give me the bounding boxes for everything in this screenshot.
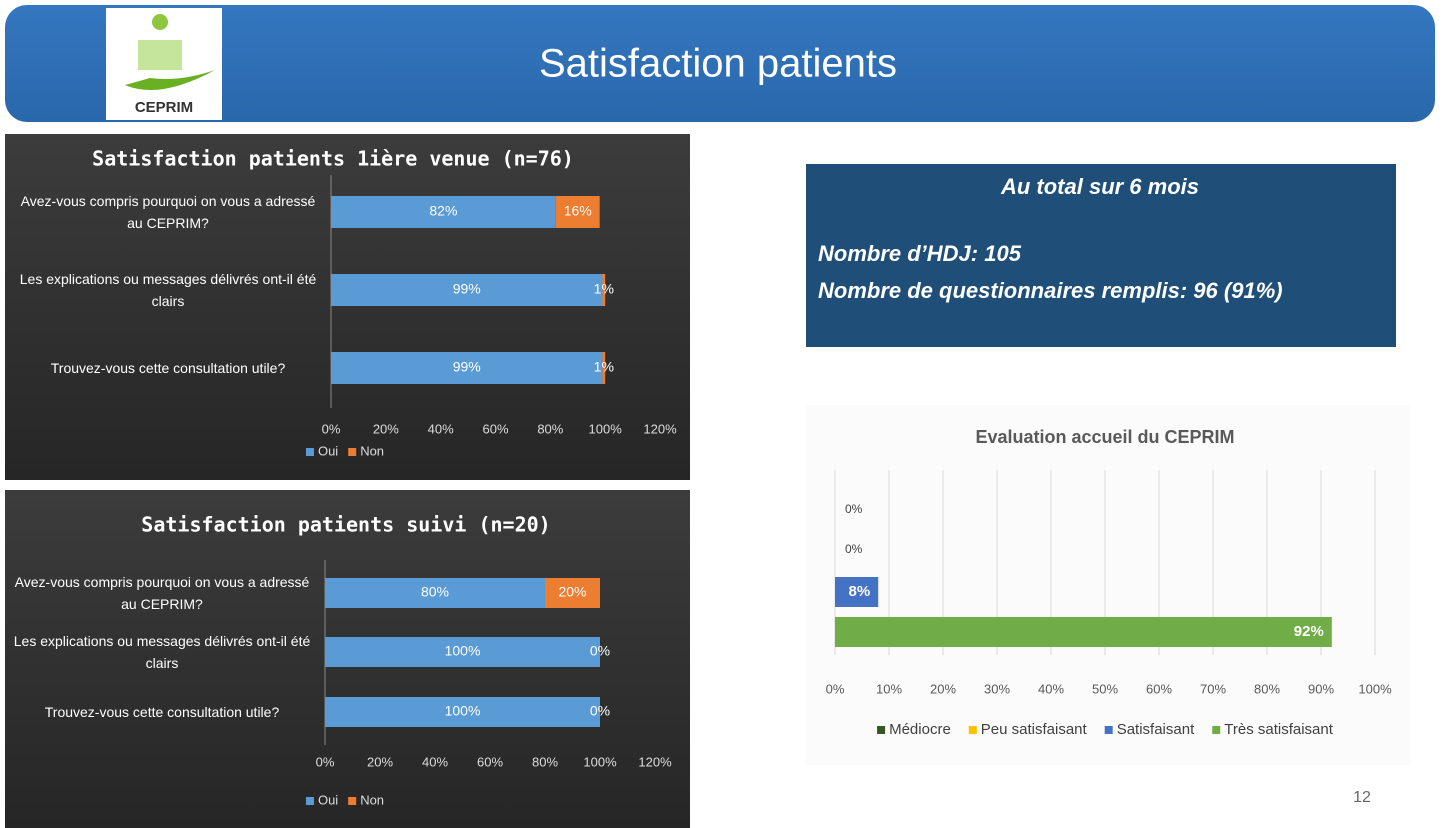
bar-segment xyxy=(602,352,606,384)
x-tick-label: 20% xyxy=(930,681,956,696)
x-tick-label: 30% xyxy=(984,681,1010,696)
x-tick-label: 60% xyxy=(482,421,508,436)
legend-swatch xyxy=(305,448,314,456)
chart-title: Satisfaction patients suivi (n=20) xyxy=(141,513,550,537)
value-label: 100% xyxy=(445,703,481,719)
bar-segment xyxy=(555,196,600,228)
legend-swatch xyxy=(348,797,357,805)
x-tick-label: 40% xyxy=(428,421,454,436)
legend-label: Peu satisfaisant xyxy=(981,721,1088,738)
chart-title: Evaluation accueil du CEPRIM xyxy=(975,427,1234,447)
value-label: 99% xyxy=(453,281,481,297)
chart-title: Satisfaction patients 1ière venue (n=76) xyxy=(92,147,574,171)
value-label: 100% xyxy=(445,643,481,659)
logo-icon xyxy=(125,70,215,90)
value-label: 8% xyxy=(849,583,871,600)
x-tick-label: 50% xyxy=(1092,681,1118,696)
x-tick-label: 90% xyxy=(1308,681,1334,696)
value-label: 80% xyxy=(421,584,449,600)
y-tick-label: Trouvez-vous cette consultation utile? xyxy=(44,704,280,720)
x-tick-label: 0% xyxy=(826,681,845,696)
x-tick-label: 100% xyxy=(583,754,617,769)
value-label: 0% xyxy=(845,542,863,556)
value-label: 1% xyxy=(594,281,614,297)
logo-icon xyxy=(138,40,182,70)
y-tick-label: Les explications ou messages délivrés on… xyxy=(19,271,317,309)
logo-icon xyxy=(152,14,168,30)
y-tick-label: Avez-vous compris pourquoi on vous a adr… xyxy=(20,193,316,231)
legend-label: Oui xyxy=(318,792,338,807)
value-label: 20% xyxy=(558,584,586,600)
x-tick-label: 60% xyxy=(1146,681,1172,696)
y-tick-label: Les explications ou messages délivrés on… xyxy=(13,633,311,671)
page-number: 12 xyxy=(1353,789,1371,806)
slide-title: Satisfaction patients xyxy=(539,42,897,86)
category-label-box: Avez-vous compris pourquoi on vous a adr… xyxy=(14,574,310,612)
bar-segment xyxy=(331,274,603,306)
legend-swatch xyxy=(968,726,977,734)
x-tick-label: 80% xyxy=(537,421,563,436)
legend-label: Satisfaisant xyxy=(1117,721,1195,738)
bar-segment xyxy=(325,637,600,667)
summary-box xyxy=(806,164,1396,347)
value-label: 99% xyxy=(453,359,481,375)
chart-panel xyxy=(806,405,1410,765)
legend-swatch xyxy=(1104,726,1113,734)
category-label-box: Les explications ou messages délivrés on… xyxy=(13,633,311,671)
bar-segment xyxy=(325,578,545,608)
bar xyxy=(835,577,879,607)
x-tick-label: 80% xyxy=(1254,681,1280,696)
bar xyxy=(835,617,1332,647)
header-bar xyxy=(5,5,1435,122)
legend-label: Médiocre xyxy=(889,721,951,738)
legend-swatch xyxy=(1212,726,1221,734)
x-tick-label: 60% xyxy=(477,754,503,769)
y-tick-label: Trouvez-vous cette consultation utile? xyxy=(50,360,286,376)
summary-title: Au total sur 6 mois xyxy=(1000,174,1199,199)
value-label: 16% xyxy=(564,203,592,219)
logo-text: CEPRIM xyxy=(135,99,193,116)
x-tick-label: 40% xyxy=(422,754,448,769)
legend-label: Non xyxy=(360,443,384,458)
legend-swatch xyxy=(305,797,314,805)
bar-segment xyxy=(545,578,600,608)
x-tick-label: 120% xyxy=(638,754,672,769)
value-label: 0% xyxy=(845,502,863,516)
x-tick-label: 20% xyxy=(373,421,399,436)
x-tick-label: 20% xyxy=(367,754,393,769)
category-label-box: Trouvez-vous cette consultation utile? xyxy=(50,360,286,376)
chart-panel xyxy=(5,134,690,480)
value-label: 1% xyxy=(594,359,614,375)
value-label: 82% xyxy=(429,203,457,219)
bar-segment xyxy=(325,697,600,727)
x-tick-label: 10% xyxy=(876,681,902,696)
bar-segment xyxy=(331,352,603,384)
category-label-box: Avez-vous compris pourquoi on vous a adr… xyxy=(20,193,316,231)
category-label-box: Les explications ou messages délivrés on… xyxy=(19,271,317,309)
x-tick-label: 80% xyxy=(532,754,558,769)
legend-label: Oui xyxy=(318,443,338,458)
value-label: 0% xyxy=(590,703,610,719)
x-tick-label: 100% xyxy=(1358,681,1392,696)
value-label: 0% xyxy=(590,643,610,659)
x-tick-label: 0% xyxy=(322,421,341,436)
x-tick-label: 0% xyxy=(316,754,335,769)
legend-swatch xyxy=(348,448,357,456)
summary-line: Nombre de questionnaires remplis: 96 (91… xyxy=(818,278,1283,303)
bar-segment xyxy=(331,196,556,228)
value-label: 92% xyxy=(1294,623,1324,640)
x-tick-label: 40% xyxy=(1038,681,1064,696)
category-label-box: Trouvez-vous cette consultation utile? xyxy=(44,704,280,720)
bar-segment xyxy=(602,274,606,306)
summary-line: Nombre d’HDJ: 105 xyxy=(818,241,1022,266)
y-tick-label: Avez-vous compris pourquoi on vous a adr… xyxy=(14,574,310,612)
x-tick-label: 70% xyxy=(1200,681,1226,696)
legend-label: Très satisfaisant xyxy=(1224,721,1333,738)
x-tick-label: 120% xyxy=(643,421,677,436)
x-tick-label: 100% xyxy=(589,421,623,436)
legend-label: Non xyxy=(360,792,384,807)
legend-swatch xyxy=(877,726,886,734)
